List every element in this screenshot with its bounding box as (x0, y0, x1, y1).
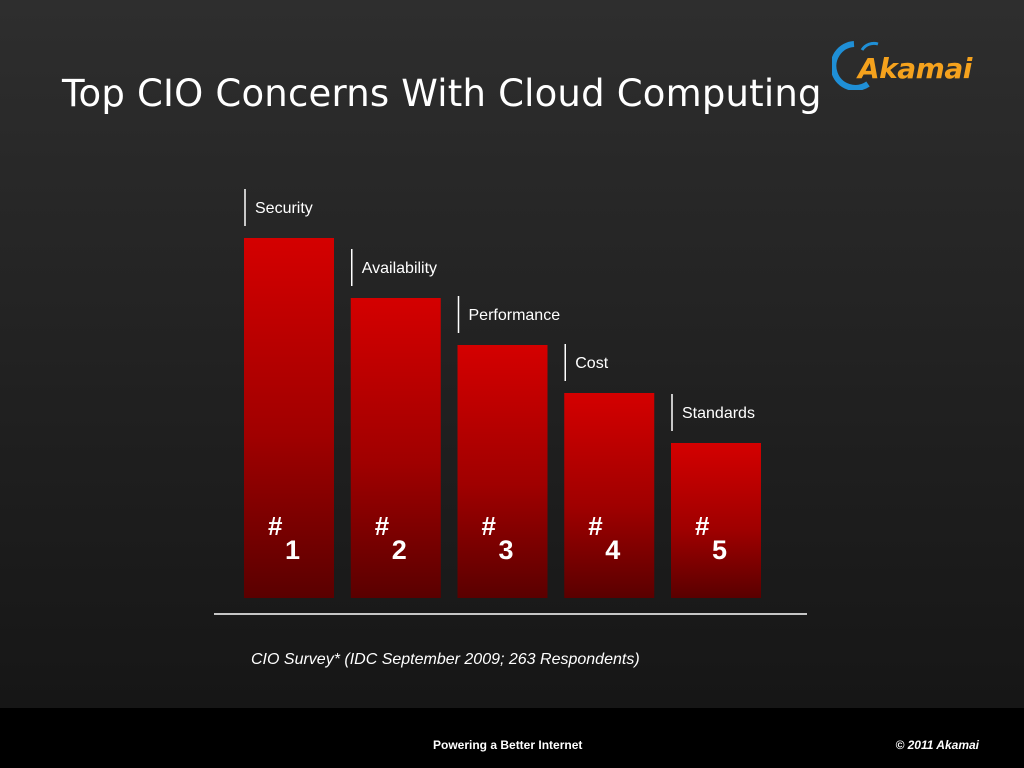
category-label-4: Cost (575, 355, 608, 372)
category-label-3: Performance (469, 307, 561, 324)
rank-symbol-5: # (695, 511, 710, 541)
bar-2 (350, 298, 441, 598)
rank-number-2: 2 (392, 535, 407, 565)
category-label-1: Security (255, 200, 313, 217)
category-label-5: Standards (682, 405, 755, 422)
category-label-2: Availability (362, 260, 437, 277)
rank-number-1: 1 (285, 535, 300, 565)
rank-symbol-3: # (482, 511, 497, 541)
footer-tagline: Powering a Better Internet (433, 738, 583, 752)
rank-number-3: 3 (499, 535, 514, 565)
bar-5 (671, 443, 761, 598)
bar-chart: Security #1 Availability #2 Performance #3 Cos… (244, 200, 761, 598)
chart-caption: CIO Survey* (IDC September 2009; 263 Res… (251, 651, 640, 668)
rank-number-4: 4 (605, 535, 620, 565)
rank-number-5: 5 (712, 535, 727, 565)
rank-symbol-4: # (588, 511, 603, 541)
footer-bar: Powering a Better Internet © 2011 Akamai (0, 708, 1024, 768)
akamai-logo: Akamai (830, 32, 977, 91)
bar-3 (457, 345, 548, 598)
bar-4 (564, 393, 655, 598)
rank-symbol-1: # (268, 511, 283, 541)
footer-copyright: © 2011 Akamai (895, 738, 979, 752)
logo-text: Akamai (858, 52, 972, 85)
akamai-swoosh-icon (830, 41, 879, 91)
bar-1 (244, 238, 334, 598)
slide-title: Top CIO Concerns With Cloud Computing (62, 72, 822, 115)
rank-symbol-2: # (375, 511, 390, 541)
